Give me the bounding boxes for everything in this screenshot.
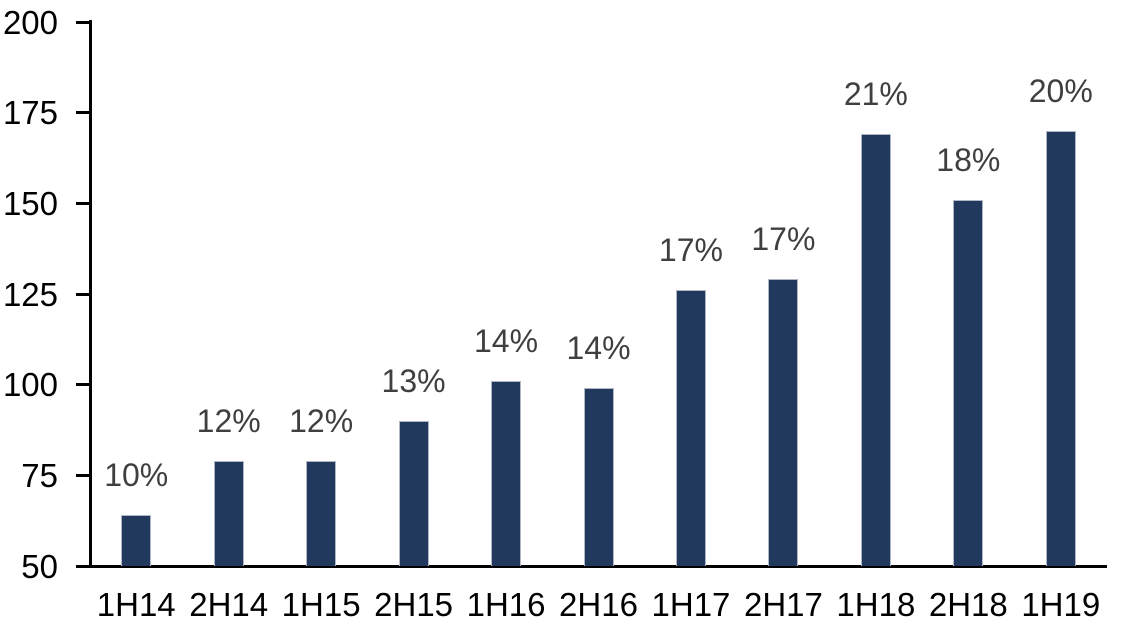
x-axis-tick-label: 1H16	[466, 586, 546, 623]
y-axis-tick-label: 75	[21, 456, 58, 494]
bar-value-label: 21%	[843, 76, 908, 113]
bar-value-label: 13%	[381, 362, 446, 399]
bar	[860, 134, 891, 566]
y-axis-tick-mark	[76, 473, 90, 477]
x-axis-line	[76, 565, 1107, 568]
bar-value-label: 10%	[104, 457, 169, 494]
y-axis-tick-mark	[76, 201, 90, 205]
x-axis-tick-label: 2H17	[743, 586, 823, 623]
bar	[1045, 130, 1076, 566]
bar-value-label: 12%	[289, 402, 354, 439]
bar	[583, 388, 614, 566]
x-axis-tick-label: 2H15	[374, 586, 454, 623]
bar-value-label: 18%	[936, 141, 1001, 178]
bar	[675, 290, 706, 566]
bar	[306, 460, 337, 566]
y-axis-tick-label: 125	[2, 275, 58, 313]
bar	[491, 381, 522, 566]
x-axis-tick-label: 1H18	[836, 586, 916, 623]
x-axis-tick-label: 1H15	[281, 586, 361, 623]
y-axis-tick-label: 100	[2, 366, 58, 404]
bar-value-label: 17%	[751, 221, 816, 258]
bar-value-label: 14%	[474, 323, 539, 360]
bar-value-label: 20%	[1028, 72, 1093, 109]
bar	[953, 199, 984, 566]
y-axis-tick-mark	[76, 20, 90, 24]
y-axis-tick-mark	[76, 383, 90, 387]
x-axis-tick-label: 1H17	[651, 586, 731, 623]
bar	[768, 279, 799, 566]
y-axis-tick-label: 175	[2, 94, 58, 132]
y-axis-tick-mark	[76, 564, 90, 568]
bar	[213, 460, 244, 566]
x-axis-tick-label: 2H16	[559, 586, 638, 623]
x-axis-tick-label: 2H18	[928, 586, 1008, 623]
y-axis-tick-mark	[76, 111, 90, 115]
bar	[398, 420, 429, 566]
x-axis-tick-label: 2H14	[189, 586, 269, 623]
bar-value-label: 14%	[566, 330, 631, 367]
x-axis-tick-label: 1H14	[96, 586, 176, 623]
bar-value-label: 12%	[196, 402, 261, 439]
bar-value-label: 17%	[658, 232, 723, 269]
y-axis-tick-label: 150	[2, 184, 58, 222]
x-axis-tick-label: 1H19	[1021, 586, 1101, 623]
y-axis-tick-label: 200	[2, 3, 58, 41]
y-axis-tick-mark	[76, 292, 90, 296]
y-axis-line	[89, 20, 92, 568]
bar	[121, 515, 152, 566]
y-axis-tick-label: 50	[21, 547, 58, 585]
